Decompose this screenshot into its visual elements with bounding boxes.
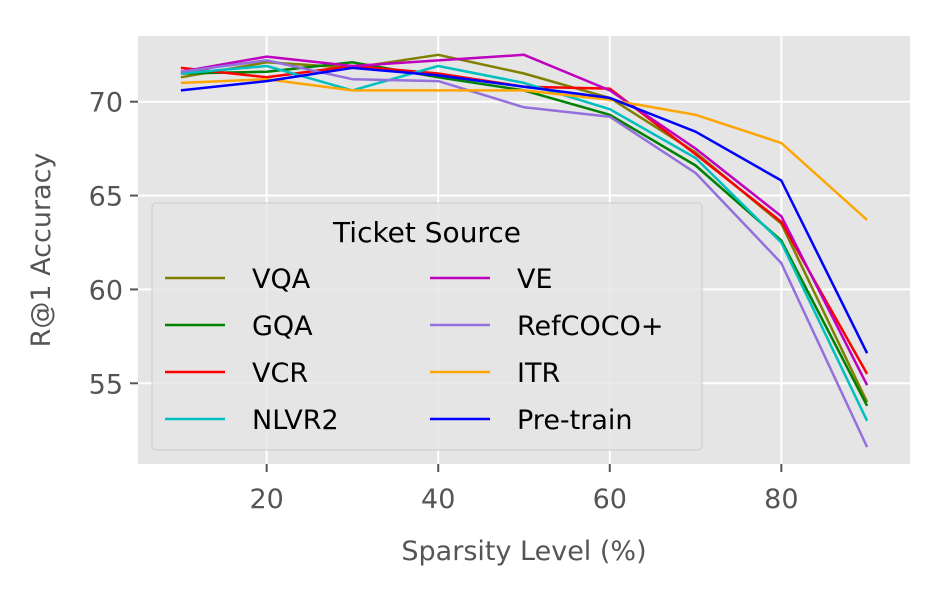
series-line-ve	[180, 53, 869, 386]
y-tick-label: 55	[89, 369, 123, 400]
legend-label-pre-train: Pre-train	[517, 405, 633, 436]
series-line-pre-train	[180, 66, 869, 354]
y-axis-label: R@1 Accuracy	[26, 153, 57, 348]
x-tick-label: 80	[764, 484, 798, 515]
legend: Ticket Source VQA GQA VCR NLVR2 VE RefCOCO+ IT…	[151, 202, 703, 451]
legend-label-itr: ITR	[517, 358, 560, 389]
series-line-itr	[180, 77, 868, 221]
legend-label-vcr: VCR	[252, 358, 308, 389]
legend-label-vqa: VQA	[252, 264, 311, 295]
legend-label-nlvr2: NLVR2	[252, 405, 339, 436]
legend-label-ve: VE	[517, 264, 553, 295]
axis-ticks: 20 40 60 80 55 60 65 70	[89, 88, 799, 515]
legend-box	[151, 202, 703, 451]
x-tick-label: 60	[593, 484, 627, 515]
x-tick-label: 40	[421, 484, 455, 515]
y-tick-label: 70	[89, 88, 123, 119]
series-lines	[180, 53, 869, 448]
legend-title: Ticket Source	[332, 216, 521, 249]
legend-label-gqa: GQA	[252, 311, 313, 342]
y-tick-label: 65	[89, 182, 123, 213]
legend-entries: VQA GQA VCR NLVR2 VE RefCOCO+ ITR Pre-train	[165, 264, 664, 436]
series-line-nlvr2	[180, 64, 869, 422]
x-tick-label: 20	[249, 484, 283, 515]
y-tick-label: 60	[89, 275, 123, 306]
x-axis-label: Sparsity Level (%)	[401, 536, 646, 567]
legend-label-refcoco: RefCOCO+	[517, 311, 664, 342]
series-line-refcoco	[180, 59, 869, 448]
